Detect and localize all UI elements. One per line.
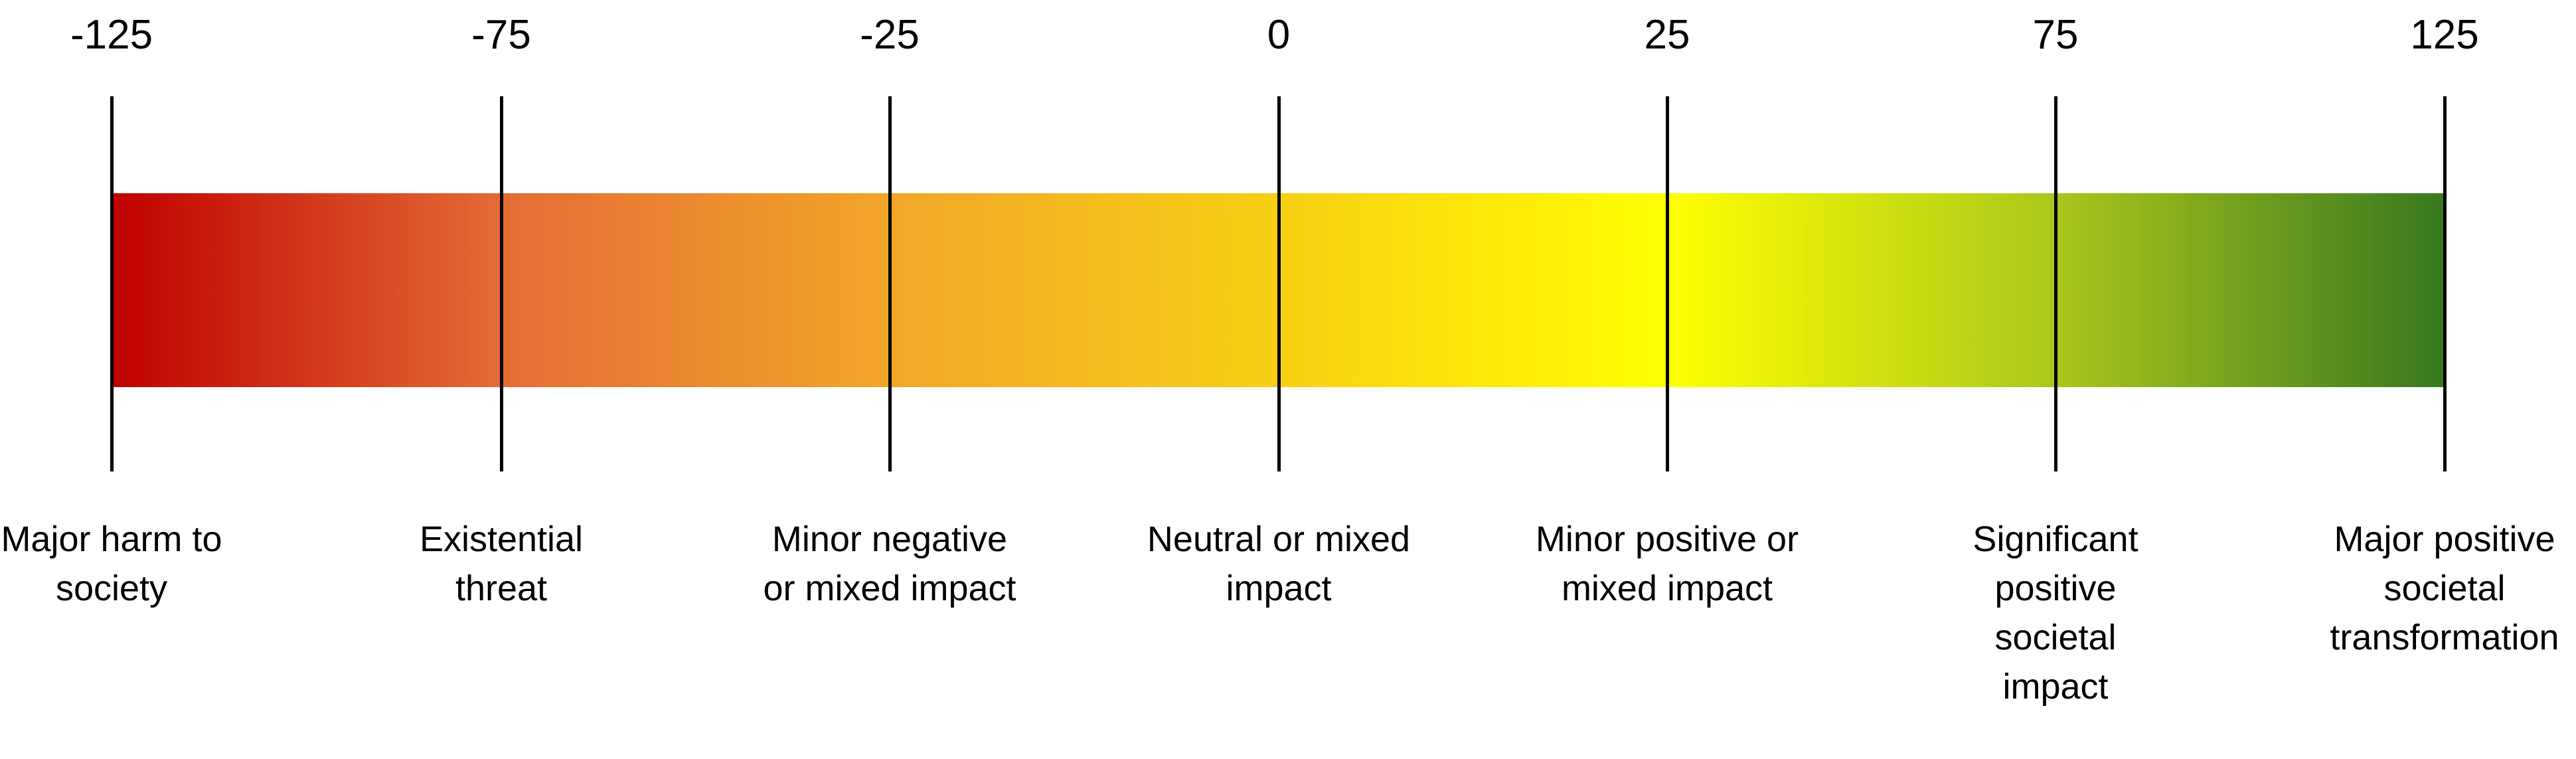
category-label-major-harm: Major harm to society (1, 519, 222, 608)
tick-line (1277, 96, 1281, 471)
tick-line (888, 96, 892, 471)
tick-line (500, 96, 503, 471)
category-label-major-positive: Major positive societal transformation (2330, 519, 2559, 657)
category-label-minor-negative: Minor negative or mixed impact (763, 519, 1016, 608)
tick-value: -125 (70, 12, 153, 58)
tick-value: 0 (1267, 12, 1291, 58)
tick-line (2054, 96, 2057, 471)
tick-value: 75 (2032, 12, 2079, 58)
category-label-existential-threat: Existential threat (419, 519, 584, 608)
tick-line (1666, 96, 1669, 471)
tick-line (2443, 96, 2447, 471)
tick-value: -75 (471, 12, 531, 58)
category-label-significant-positive: Significant positive societal impact (1972, 519, 2138, 707)
tick-value: 125 (2410, 12, 2479, 58)
tick-line (110, 96, 114, 471)
category-label-neutral: Neutral or mixed impact (1147, 519, 1411, 608)
tick-value: -25 (860, 12, 920, 58)
tick-value: 25 (1644, 12, 1690, 58)
category-label-minor-positive: Minor positive or mixed impact (1535, 519, 1799, 608)
